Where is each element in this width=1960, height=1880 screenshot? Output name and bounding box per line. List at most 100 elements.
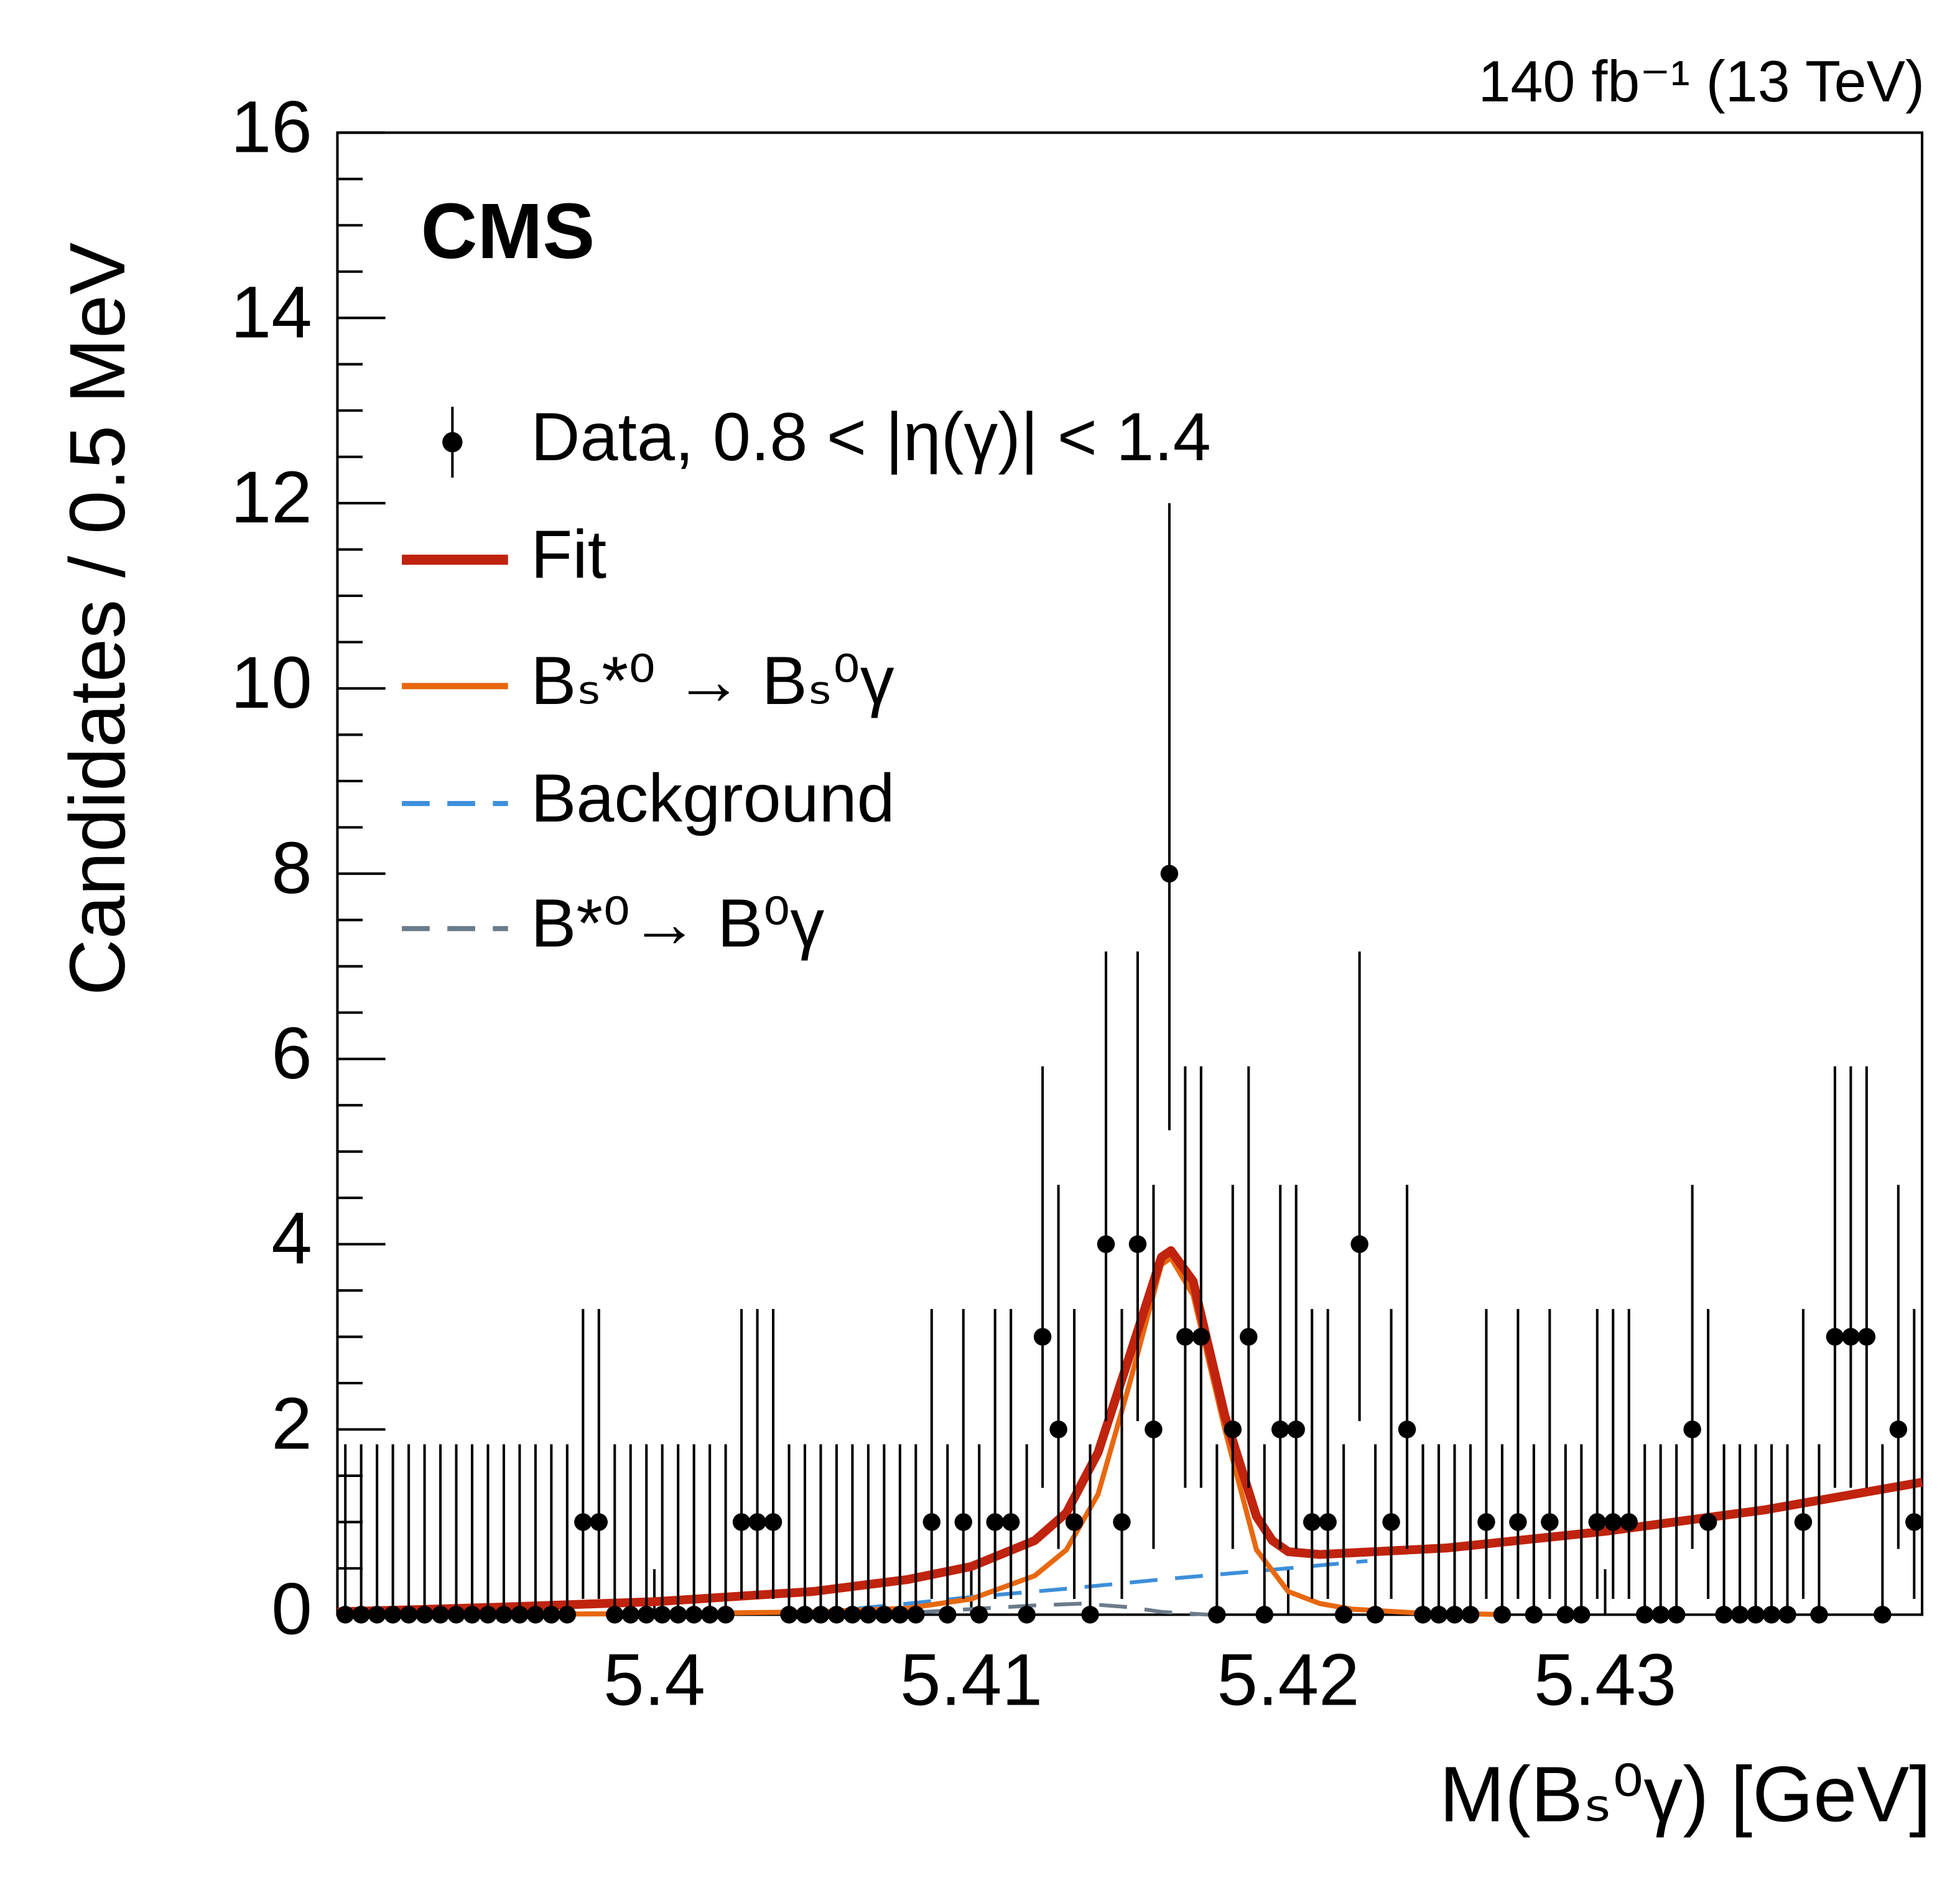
y-tick-label: 14 [231,271,312,353]
legend-label: Data, 0.8 < |η(γ)| < 1.4 [531,399,1211,475]
data-point [1001,1513,1020,1531]
data-point [1382,1513,1400,1531]
data-point [1081,1606,1099,1624]
data-point [1446,1606,1464,1624]
data-point [1208,1606,1226,1624]
curve [337,1246,1923,1617]
data-point [986,1513,1004,1531]
data-point [542,1606,560,1624]
data-point [1271,1420,1289,1438]
data-point [1715,1606,1733,1624]
data-point [907,1606,925,1624]
data-point [859,1606,878,1624]
x-tick-label: 5.4 [603,1638,705,1720]
data-point [1525,1606,1543,1624]
data-point [1160,864,1179,883]
data-point [1889,1420,1908,1438]
data-point [1683,1420,1701,1438]
plot-frame [336,131,1924,1616]
data-point [922,1513,941,1531]
data-point [970,1606,988,1624]
data-point [1842,1328,1860,1346]
data-point [1319,1513,1337,1531]
data-point [416,1606,434,1624]
data-point [796,1606,814,1624]
data-point [669,1606,687,1624]
data-point [336,1606,355,1624]
y-tick-label: 0 [271,1567,312,1649]
data-point [368,1606,386,1624]
data-point [1287,1420,1305,1438]
data-point [463,1606,481,1624]
data-point [1762,1606,1781,1624]
data-point [843,1606,862,1624]
x-tick-label: 5.41 [900,1638,1043,1720]
legend-label: Bₛ*⁰ → Bₛ⁰γ [531,643,894,719]
y-tick-label: 6 [271,1012,312,1094]
data-point [780,1606,798,1624]
data-point [748,1513,766,1531]
data-point [447,1606,465,1624]
data-point [384,1606,402,1624]
data-point [1905,1513,1923,1531]
data-point [1018,1606,1036,1624]
x-axis-label: M(Bₛ⁰γ) [GeV] [1439,1750,1931,1838]
data-point [954,1513,972,1531]
data-point [1049,1420,1067,1438]
data-point [1588,1513,1607,1531]
data-point [1128,1235,1147,1253]
data-point [479,1606,497,1624]
data-point [812,1606,830,1624]
data-point [1730,1606,1749,1624]
curve [812,1558,1368,1615]
data-point [1857,1328,1876,1346]
x-tick-label: 5.42 [1217,1638,1359,1720]
data-point [1794,1513,1813,1531]
data-point [732,1513,751,1531]
data-point [1065,1513,1084,1531]
legend-label: B*⁰→ B⁰γ [531,886,824,961]
data-point [574,1513,592,1531]
data-point [1097,1235,1115,1253]
data-point [1334,1606,1353,1624]
data-point [638,1606,656,1624]
y-tick-label: 12 [231,456,312,538]
data-point [1747,1606,1765,1624]
legend-label: Background [531,761,894,836]
data-point [1414,1606,1432,1624]
data-point [1874,1606,1892,1624]
data-point [653,1606,671,1624]
data-point [1810,1606,1828,1624]
data-point [431,1606,450,1624]
data-point [1651,1606,1670,1624]
data-point [1366,1606,1385,1624]
data-point [1224,1420,1242,1438]
lumi-label: 140 fb⁻¹ (13 TeV) [1478,49,1925,114]
data-point [1620,1513,1638,1531]
data-point [1635,1606,1654,1624]
data-point [606,1606,624,1624]
data-point [1826,1328,1844,1346]
y-tick-label: 10 [231,641,312,723]
data-point [685,1606,703,1624]
data-point [1778,1606,1796,1624]
data-point [511,1606,529,1624]
data-point [1113,1513,1131,1531]
data-point [827,1606,846,1624]
data-point [764,1513,783,1531]
y-tick-label: 2 [271,1382,312,1465]
data-point [939,1606,957,1624]
data-point [1699,1513,1717,1531]
experiment-label: CMS [421,187,595,275]
data-point [1350,1235,1368,1253]
data-point [399,1606,418,1624]
data-point [700,1606,719,1624]
y-tick-label: 16 [231,85,312,167]
data-point [590,1513,608,1531]
data-point [495,1606,513,1624]
data-point [1255,1606,1274,1624]
data-point [1477,1513,1495,1531]
data-point [891,1606,909,1624]
